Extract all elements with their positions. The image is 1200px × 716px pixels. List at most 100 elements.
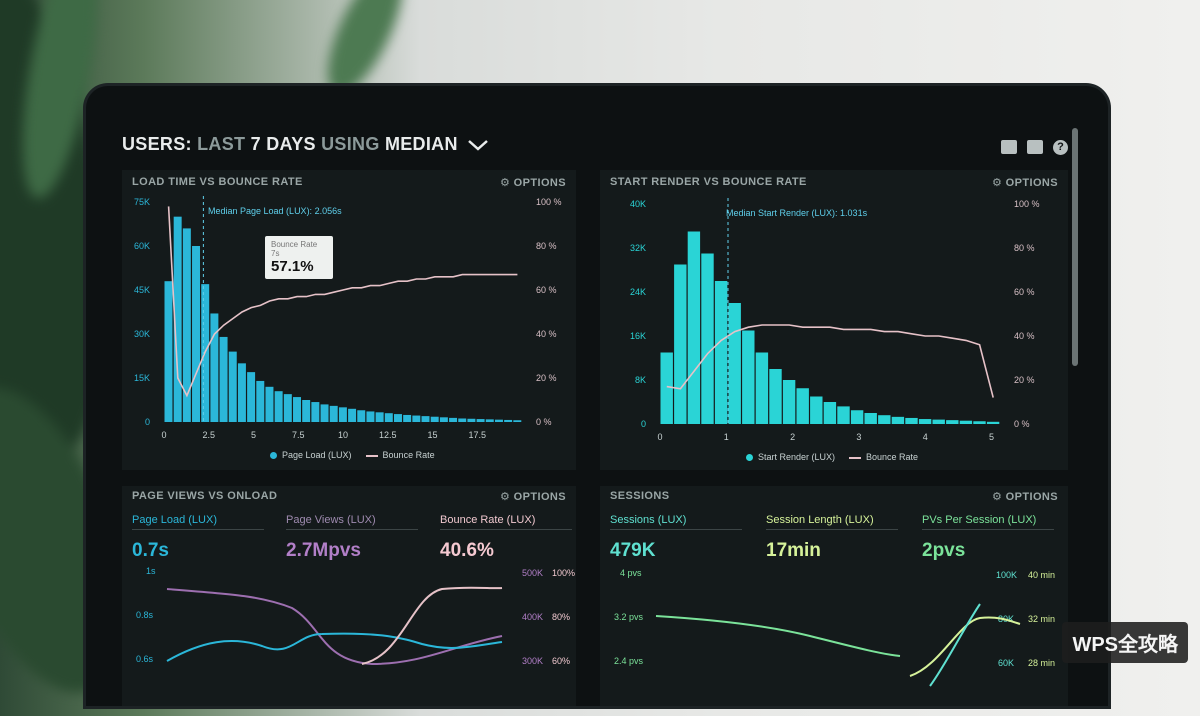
y-tick-label: 8K <box>635 375 646 385</box>
tooltip-label: Bounce Rate <box>271 240 318 249</box>
y-tick-label: 16K <box>630 331 646 341</box>
chart-bar <box>769 369 782 424</box>
x-tick-label: 0 <box>161 430 166 440</box>
metric-value: 2.7Mpvs <box>286 540 361 561</box>
chart-bar <box>973 421 986 424</box>
chart-bar <box>485 419 494 422</box>
legend-swatch <box>365 454 378 457</box>
panel-load-time: LOAD TIME VS BOUNCE RATE ⚙ OPTIONS 75K 60… <box>122 170 576 470</box>
x-tick-label: 17.5 <box>468 430 486 440</box>
y2-tick-label: 0 % <box>1014 419 1030 429</box>
chart-bar <box>850 410 864 424</box>
legend-swatch <box>270 452 277 460</box>
chart-bar <box>494 419 503 422</box>
chart-bar <box>384 413 393 422</box>
legend-swatch <box>849 456 862 459</box>
legend-item[interactable]: Page Load (LUX) <box>270 450 352 460</box>
page-title[interactable]: USERS: LAST 7 DAYS USING MEDIAN <box>122 134 489 155</box>
scrollbar[interactable] <box>1072 128 1078 366</box>
y2-tick-label: 60 % <box>536 285 557 295</box>
y2-tick-label: 100 % <box>536 197 562 207</box>
chart-bar <box>467 418 476 422</box>
chart-bar <box>247 372 256 422</box>
chart-bar <box>660 352 673 424</box>
header-icons: ? <box>1001 140 1068 155</box>
chart-bar <box>403 414 412 422</box>
y-tick-label: 0 <box>145 417 150 427</box>
chart-bar <box>283 394 292 422</box>
metric-page-load: Page Load (LUX) 0.7s <box>132 514 264 562</box>
chart-bar <box>182 228 191 422</box>
panel-title: SESSIONS <box>610 490 670 502</box>
title-part: USERS: <box>122 134 192 154</box>
chart-bar <box>701 253 714 424</box>
metric-label: PVs Per Session (LUX) <box>922 514 1054 530</box>
chart-bar <box>173 216 182 422</box>
panel-page-views: PAGE VIEWS VS ONLOAD ⚙ OPTIONS Page Load… <box>122 486 576 706</box>
metric-label: Page Load (LUX) <box>132 514 264 530</box>
chart-bar <box>430 416 439 422</box>
x-tick-label: 7.5 <box>292 430 305 440</box>
chart-bar <box>393 414 402 422</box>
metric-label: Page Views (LUX) <box>286 514 418 530</box>
tooltip-value: 57.1% <box>271 258 314 275</box>
help-icon[interactable]: ? <box>1053 140 1068 155</box>
load-time-chart: 75K 60K 45K 30K 15K 0 100 % 80 % 60 % 40 % 20 % 0 %… <box>134 196 562 440</box>
axis-tick: 3.2 pvs <box>614 612 644 622</box>
y-tick-label: 45K <box>134 285 150 295</box>
legend-item[interactable]: Bounce Rate <box>849 452 918 462</box>
legend-item[interactable]: Start Render (LUX) <box>746 452 835 462</box>
x-tick-label: 12.5 <box>379 430 397 440</box>
chart-bar <box>237 363 246 422</box>
chart-bar <box>228 351 237 422</box>
y-tick-label: 30K <box>134 329 150 339</box>
y-tick-label: 0 <box>641 419 646 429</box>
bounce-rate-line <box>167 206 518 398</box>
chart-bar <box>891 416 905 424</box>
chart-bar <box>265 386 274 422</box>
options-button[interactable]: ⚙ OPTIONS <box>499 491 566 503</box>
chart-legend: Page Load (LUX) Bounce Rate <box>270 450 435 460</box>
start-render-chart: 40K 32K 24K 16K 8K 0 100 % 80 % 60 % 40 % 20 % 0 % 0… <box>630 198 1040 442</box>
options-button[interactable]: ⚙ OPTIONS <box>499 177 566 189</box>
axis-tick: 100K <box>996 570 1018 580</box>
chart-bar <box>449 417 458 422</box>
chart-bar <box>755 352 769 424</box>
chevron-down-icon[interactable] <box>467 138 489 152</box>
title-part: USING <box>321 134 380 154</box>
share-icon[interactable] <box>1027 140 1043 154</box>
chart-bar <box>421 416 430 422</box>
chart-bar <box>878 415 891 424</box>
x-tick-label: 3 <box>856 432 861 442</box>
y-tick-label: 40K <box>630 199 646 209</box>
axis-tick: 400K <box>522 612 544 622</box>
chart-bar <box>905 417 918 424</box>
chart-bar <box>439 417 448 422</box>
chart-bar <box>946 420 959 424</box>
chart-bar <box>256 380 265 422</box>
metric-value: 40.6% <box>440 540 494 561</box>
axis-tick: 2.4 pvs <box>614 656 644 666</box>
sessions-chart <box>655 603 1021 687</box>
chart-bar <box>357 410 366 422</box>
chart-bar <box>674 264 687 424</box>
chart-bar <box>348 408 357 422</box>
legend-label: Page Load (LUX) <box>282 450 352 460</box>
axis-tick: 60% <box>552 656 571 666</box>
legend-item[interactable]: Bounce Rate <box>365 450 435 460</box>
pvs-line <box>655 615 901 657</box>
monitor-icon[interactable] <box>1001 140 1017 154</box>
x-tick-label: 4 <box>923 432 928 442</box>
axis-tick: 500K <box>522 568 544 578</box>
chart-bar <box>192 246 201 422</box>
y2-tick-label: 40 % <box>536 329 557 339</box>
options-button[interactable]: ⚙ OPTIONS <box>991 177 1058 189</box>
y-tick-label: 24K <box>630 287 646 297</box>
chart-bar <box>274 391 283 422</box>
y-tick-label: 15K <box>134 373 150 383</box>
axis-tick: 1s <box>146 566 156 576</box>
chart-bar <box>210 313 219 422</box>
chart-bar <box>513 420 522 422</box>
panel-sessions: SESSIONS ⚙ OPTIONS Sessions (LUX) 479K S… <box>600 486 1068 706</box>
options-button[interactable]: ⚙ OPTIONS <box>991 491 1058 503</box>
